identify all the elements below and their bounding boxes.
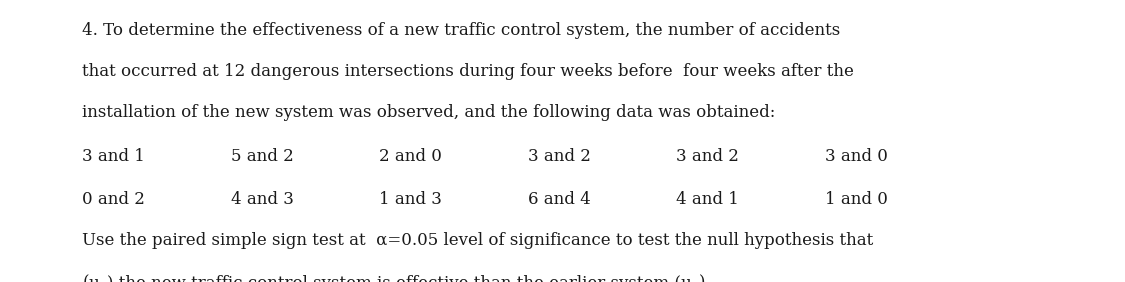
Text: installation of the new system was observed, and the following data was obtained: installation of the new system was obser… <box>82 104 775 121</box>
Text: 5 and 2: 5 and 2 <box>231 148 294 165</box>
Text: μ: μ <box>89 275 99 282</box>
Text: 4 and 3: 4 and 3 <box>231 191 294 208</box>
Text: 3 and 2: 3 and 2 <box>676 148 739 165</box>
Text: 4 and 1: 4 and 1 <box>676 191 739 208</box>
Text: 0 and 2: 0 and 2 <box>82 191 145 208</box>
Text: 3 and 0: 3 and 0 <box>825 148 888 165</box>
Text: 1 and 0: 1 and 0 <box>825 191 888 208</box>
Text: (: ( <box>82 275 89 282</box>
Text: ) the new traffic control system is effective than the earlier system (: ) the new traffic control system is effe… <box>107 275 681 282</box>
Text: 6 and 4: 6 and 4 <box>528 191 591 208</box>
Text: Use the paired simple sign test at  α=0.05 level of significance to test the nul: Use the paired simple sign test at α=0.0… <box>82 232 873 249</box>
Text: 4. To determine the effectiveness of a new traffic control system, the number of: 4. To determine the effectiveness of a n… <box>82 22 840 39</box>
Text: 3 and 1: 3 and 1 <box>82 148 145 165</box>
Text: μ: μ <box>681 275 692 282</box>
Text: 2 and 0: 2 and 0 <box>379 148 442 165</box>
Text: ).: ). <box>699 275 711 282</box>
Text: 3 and 2: 3 and 2 <box>528 148 591 165</box>
Text: 1 and 3: 1 and 3 <box>379 191 442 208</box>
Text: that occurred at 12 dangerous intersections during four weeks before  four weeks: that occurred at 12 dangerous intersecti… <box>82 63 854 80</box>
